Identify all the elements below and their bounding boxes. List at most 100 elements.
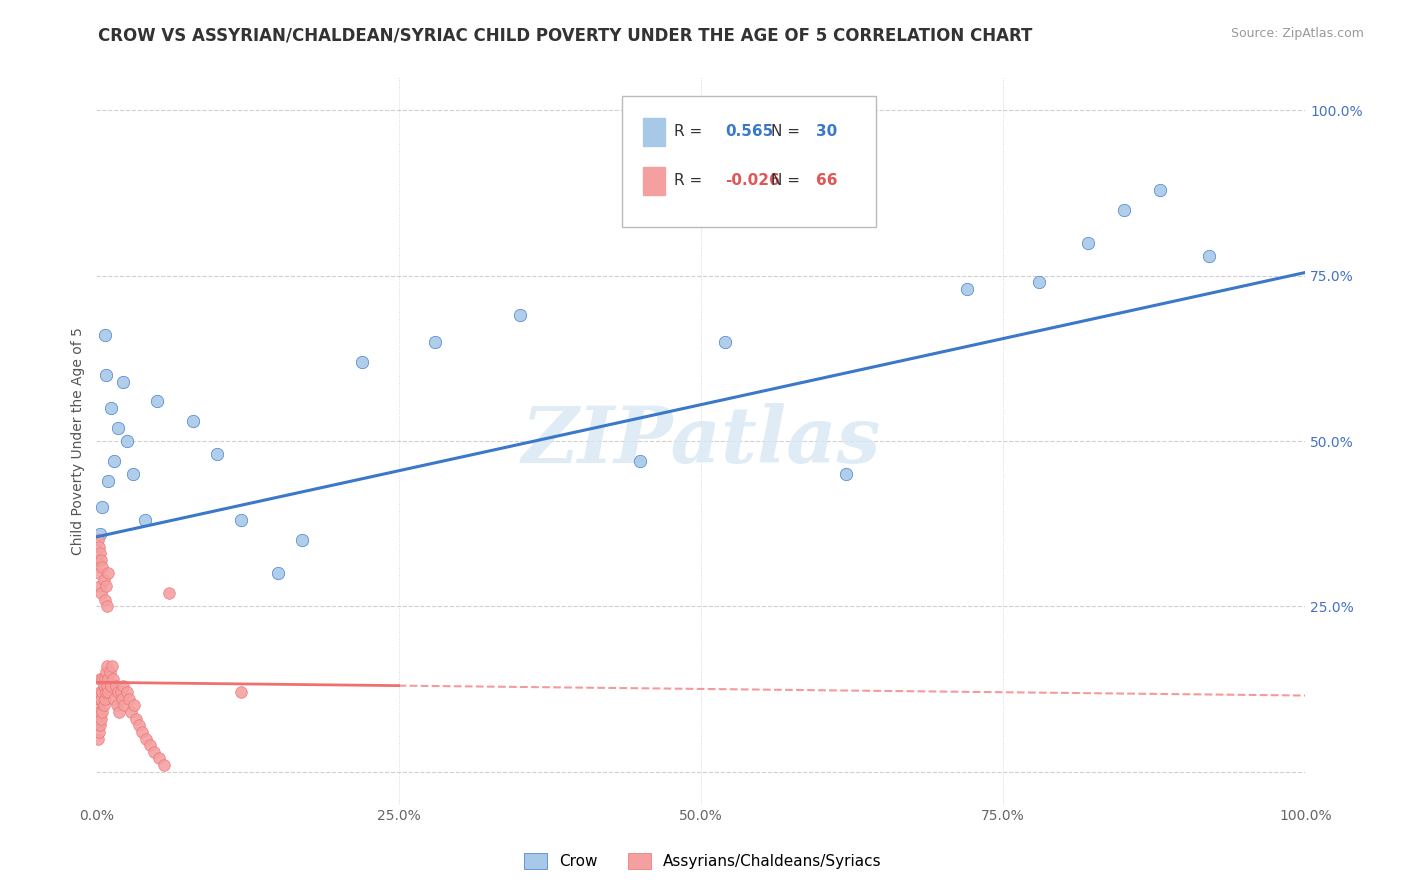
Text: R =: R = [675, 125, 707, 139]
Point [89, 579, 111, 593]
Point [94, 691, 117, 706]
Text: 30: 30 [815, 125, 837, 139]
Text: N =: N = [770, 173, 804, 188]
Point [153, 758, 176, 772]
Point [94, 368, 117, 382]
Point [508, 309, 530, 323]
Point [96, 599, 118, 614]
Point [89, 705, 111, 719]
Point [87, 691, 110, 706]
Point [87, 725, 110, 739]
Point [94, 665, 117, 680]
Point [122, 698, 145, 713]
Point [143, 745, 166, 759]
Text: N =: N = [770, 125, 804, 139]
Point [91, 500, 114, 515]
Point [90, 712, 112, 726]
Point [97, 474, 120, 488]
Point [352, 354, 374, 368]
Point [89, 672, 111, 686]
Point [714, 334, 737, 349]
Bar [643, 118, 665, 145]
Text: 66: 66 [815, 173, 837, 188]
Point [97, 672, 120, 686]
Point [115, 685, 138, 699]
Point [125, 712, 148, 726]
Point [94, 579, 117, 593]
Point [91, 685, 114, 699]
Point [93, 698, 115, 713]
Point [97, 566, 120, 581]
Text: -0.026: -0.026 [725, 173, 780, 188]
Text: Source: ZipAtlas.com: Source: ZipAtlas.com [1230, 27, 1364, 40]
Point [1198, 249, 1220, 263]
Point [87, 712, 110, 726]
Point [91, 705, 114, 719]
Point [98, 665, 121, 680]
Point [87, 540, 110, 554]
Point [115, 434, 138, 448]
Point [89, 718, 111, 732]
Point [956, 282, 979, 296]
Point [291, 533, 314, 548]
Point [89, 526, 111, 541]
Point [103, 672, 125, 686]
Point [87, 566, 110, 581]
Point [110, 685, 132, 699]
Point [131, 725, 153, 739]
Bar [643, 167, 665, 194]
Point [148, 751, 170, 765]
Point [86, 731, 108, 746]
Point [96, 679, 118, 693]
Point [121, 467, 143, 481]
Point [1028, 276, 1050, 290]
Point [207, 447, 229, 461]
Text: ZIPatlas: ZIPatlas [522, 403, 880, 479]
Point [96, 658, 118, 673]
Text: R =: R = [675, 173, 707, 188]
Point [267, 566, 290, 581]
Point [111, 691, 134, 706]
Point [107, 685, 129, 699]
Point [103, 691, 125, 706]
Point [231, 685, 253, 699]
Point [89, 685, 111, 699]
Text: CROW VS ASSYRIAN/CHALDEAN/SYRIAC CHILD POVERTY UNDER THE AGE OF 5 CORRELATION CH: CROW VS ASSYRIAN/CHALDEAN/SYRIAC CHILD P… [98, 27, 1033, 45]
Point [90, 553, 112, 567]
Point [104, 679, 127, 693]
Point [231, 513, 253, 527]
Text: 0.565: 0.565 [725, 125, 773, 139]
Point [94, 672, 117, 686]
Point [94, 592, 117, 607]
Legend: Crow, Assyrians/Chaldeans/Syriacs: Crow, Assyrians/Chaldeans/Syriacs [517, 847, 889, 875]
FancyBboxPatch shape [623, 95, 876, 227]
Point [90, 586, 112, 600]
Point [94, 685, 117, 699]
Point [86, 718, 108, 732]
Point [108, 705, 131, 719]
Point [1112, 202, 1135, 217]
Point [97, 685, 120, 699]
Point [100, 401, 122, 415]
Point [181, 414, 204, 428]
Point [138, 738, 160, 752]
Point [423, 334, 446, 349]
Point [835, 467, 858, 481]
Point [107, 421, 129, 435]
Point [1077, 235, 1099, 250]
Point [89, 546, 111, 560]
Point [120, 705, 142, 719]
Point [134, 513, 156, 527]
Point [101, 658, 124, 673]
Y-axis label: Child Poverty Under the Age of 5: Child Poverty Under the Age of 5 [72, 327, 86, 555]
Point [112, 698, 135, 713]
Point [86, 533, 108, 548]
Point [1149, 183, 1171, 197]
Point [91, 672, 114, 686]
Point [105, 698, 128, 713]
Point [128, 718, 150, 732]
Point [100, 679, 122, 693]
Point [86, 698, 108, 713]
Point [118, 691, 141, 706]
Point [90, 691, 112, 706]
